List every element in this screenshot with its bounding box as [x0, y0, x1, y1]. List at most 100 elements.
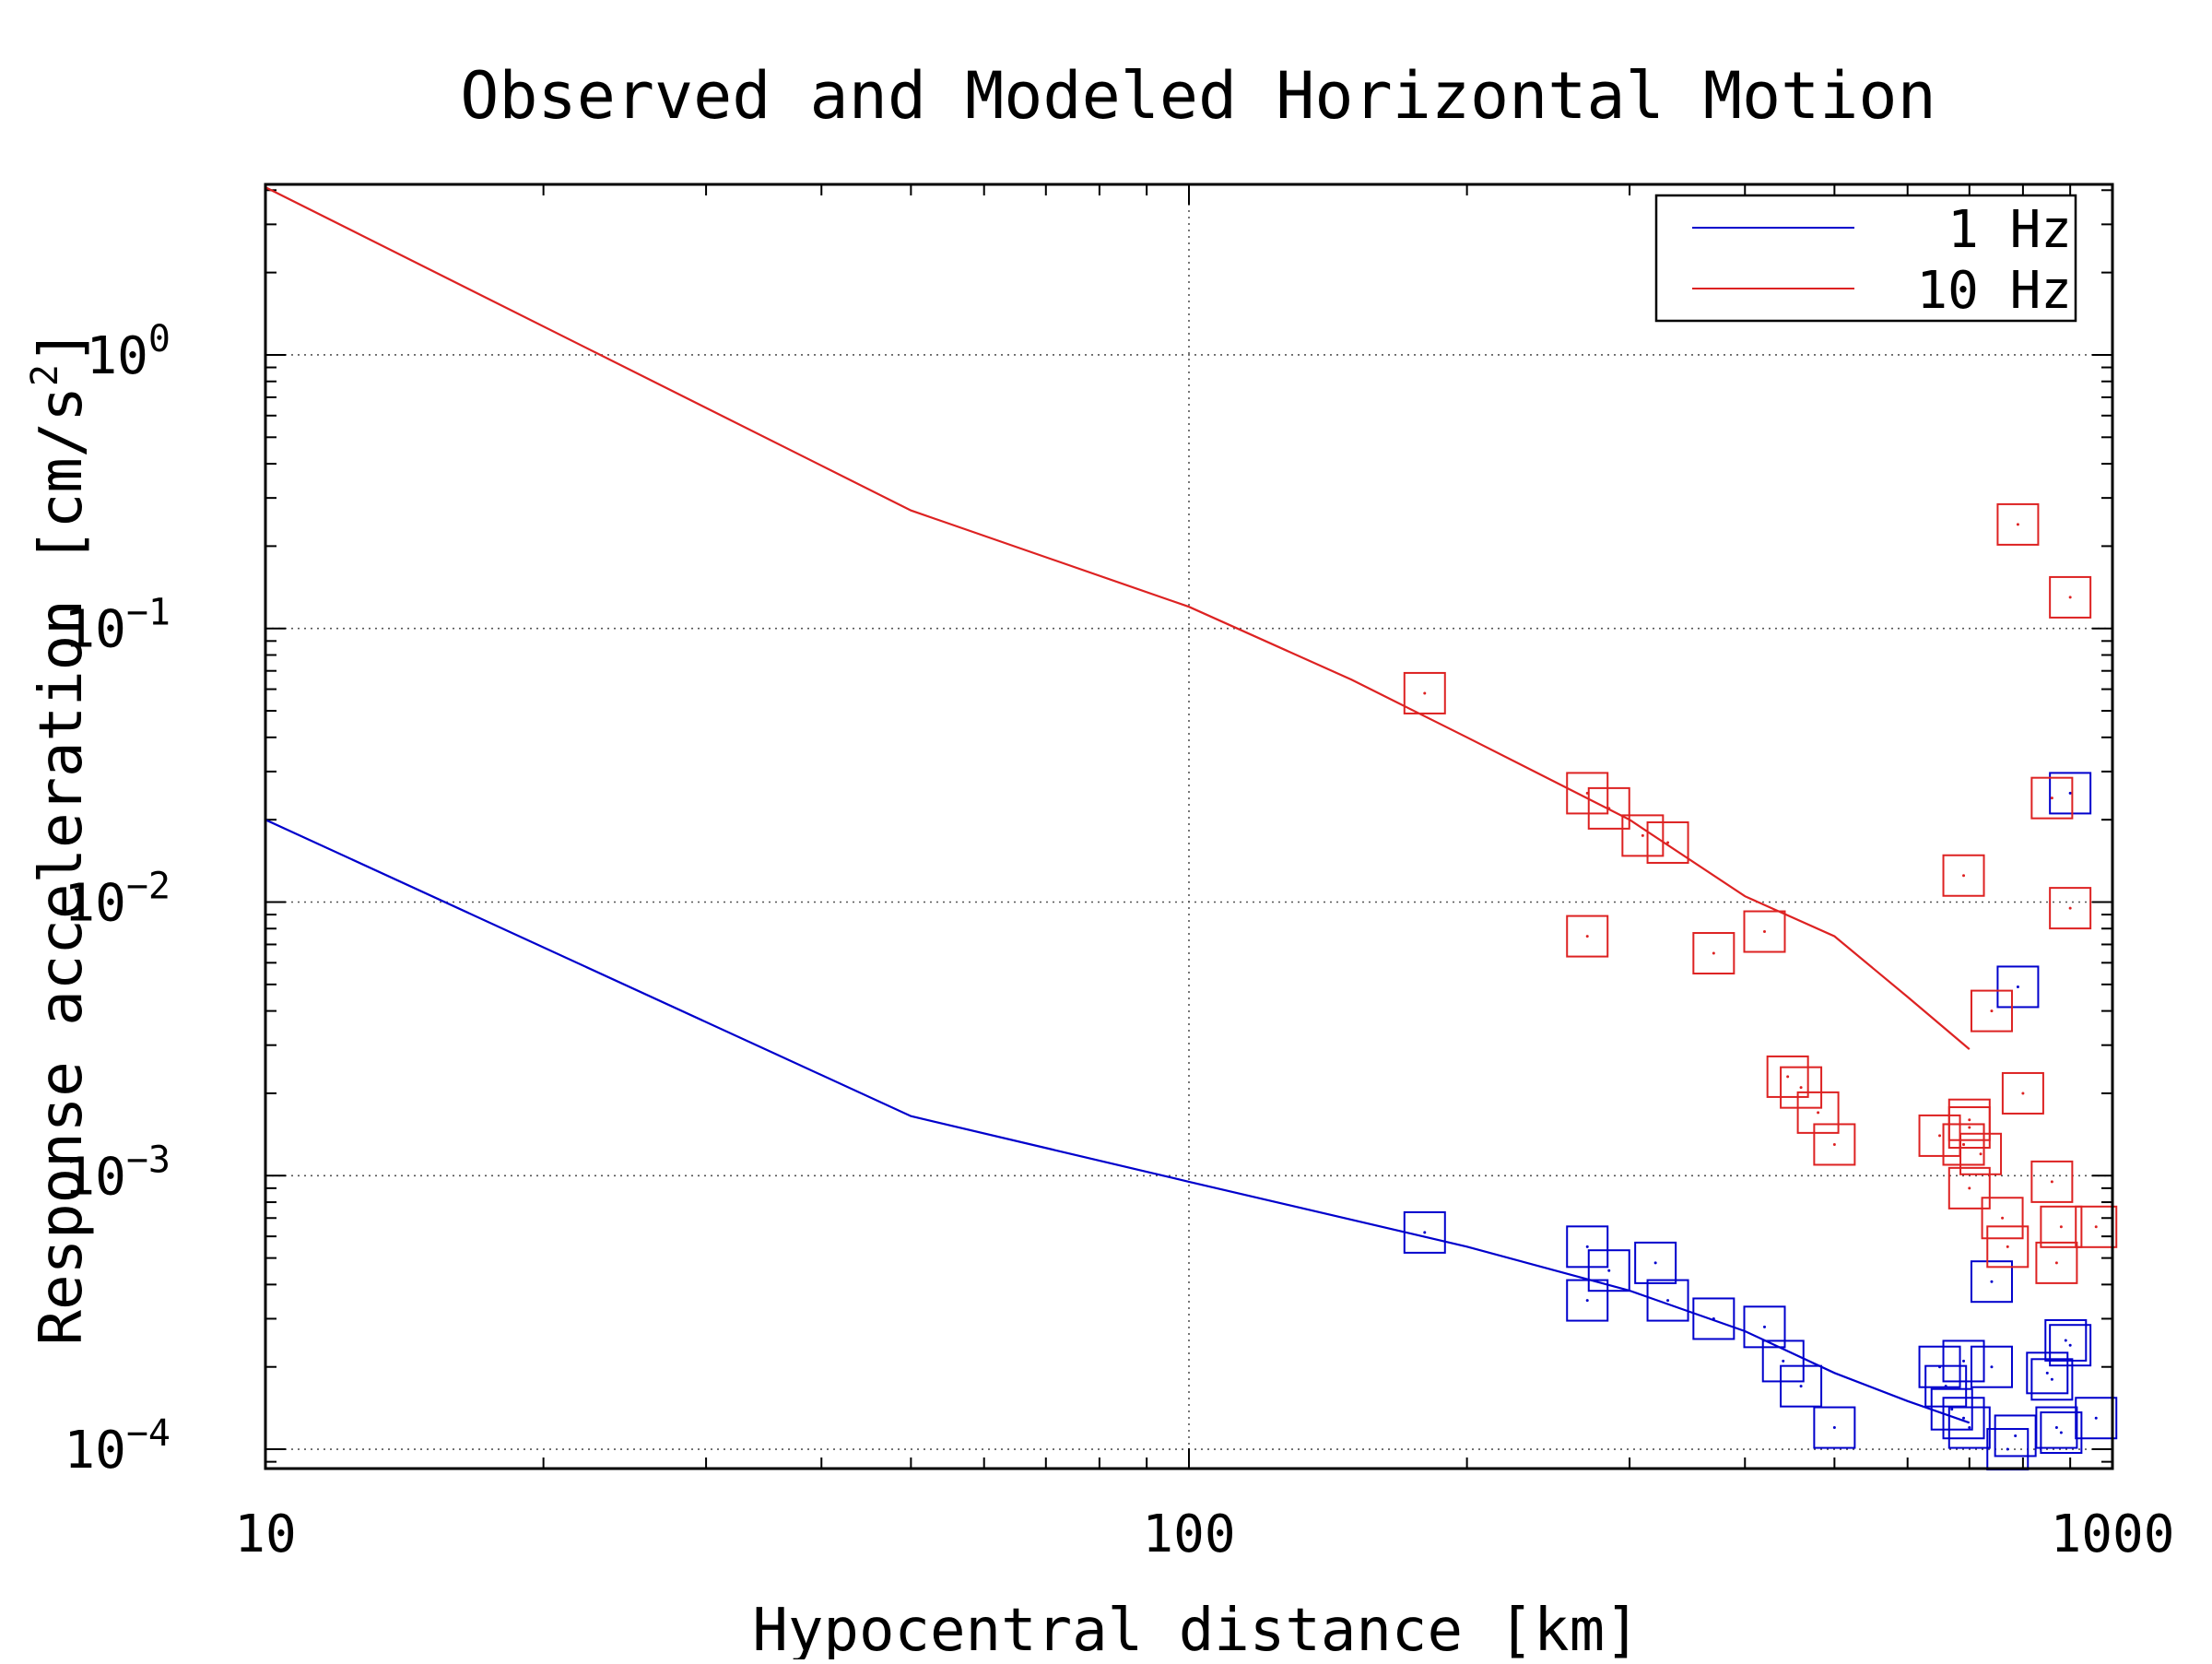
observation-center-dot — [1762, 1325, 1766, 1328]
observation-marker — [1959, 1132, 2003, 1175]
observation-marker — [1947, 1406, 1991, 1449]
observation-marker — [1766, 1055, 1809, 1098]
observation-center-dot — [1799, 1385, 1803, 1388]
y-tick-exponent: −1 — [126, 592, 171, 634]
observation-center-dot — [1585, 935, 1589, 938]
chart-title: Observed and Modeled Horizontal Motion — [460, 58, 1936, 134]
observation-center-dot — [2054, 1261, 2058, 1265]
observation-center-dot — [1962, 1142, 1966, 1146]
observation-marker — [1924, 1364, 1968, 1408]
observation-center-dot — [1968, 1126, 1971, 1129]
observation-marker — [1587, 1249, 1630, 1292]
observation-center-dot — [2016, 523, 2019, 526]
observation-marker — [1942, 854, 1985, 897]
observation-center-dot — [1817, 1111, 1820, 1115]
observation-center-dot — [1962, 1416, 1966, 1420]
observation-center-dot — [1990, 1280, 1994, 1283]
plot-frame — [264, 183, 2114, 1470]
observation-marker — [2040, 1411, 2083, 1455]
observation-marker — [2049, 887, 2092, 930]
observation-marker — [2075, 1205, 2118, 1248]
observation-center-dot — [2064, 1339, 2067, 1342]
observation-marker — [1947, 1166, 1991, 1210]
observation-center-dot — [2068, 596, 2072, 599]
observation-marker — [2040, 1205, 2083, 1248]
observation-center-dot — [2094, 1416, 2098, 1420]
observation-center-dot — [2050, 1180, 2053, 1184]
y-tick-label: 100 — [86, 318, 171, 386]
observation-center-dot — [2006, 1447, 2009, 1451]
observation-center-dot — [1968, 1186, 1971, 1190]
observation-marker — [1813, 1406, 1856, 1449]
y-tick-label: 10−2 — [64, 866, 171, 934]
observation-center-dot — [1968, 1426, 1971, 1430]
observation-marker — [1692, 932, 1735, 975]
y-axis-label-exponent: 2 — [24, 364, 66, 386]
observation-center-dot — [1641, 833, 1644, 837]
y-axis-label-text: Response acceleration [cm/s — [28, 386, 96, 1345]
observation-center-dot — [1990, 1365, 1994, 1369]
observation-marker — [1566, 772, 1609, 815]
y-tick-base: 10 — [64, 874, 125, 934]
observation-marker — [1692, 1297, 1735, 1340]
observation-marker — [1743, 910, 1786, 953]
observation-marker — [1743, 1305, 1786, 1349]
observation-center-dot — [2068, 1343, 2072, 1347]
observation-center-dot — [1962, 1359, 1966, 1363]
observation-marker — [2049, 1324, 2092, 1367]
observation-marker — [2001, 1071, 2044, 1115]
observation-marker — [1947, 1106, 1991, 1150]
legend: 1 Hz 10 Hz — [1654, 194, 2077, 323]
observation-center-dot — [1423, 691, 1427, 695]
observation-marker — [2030, 1160, 2074, 1203]
y-tick-exponent: 0 — [148, 318, 171, 360]
observation-marker — [1566, 1225, 1609, 1269]
observation-center-dot — [2050, 1377, 2053, 1381]
observation-center-dot — [1962, 874, 1966, 878]
observation-center-dot — [1786, 1075, 1790, 1079]
observation-marker — [2044, 1318, 2088, 1362]
y-tick-label: 10−1 — [64, 592, 171, 660]
observation-center-dot — [1990, 1009, 1994, 1013]
y-tick-base: 10 — [64, 1147, 125, 1207]
observation-marker — [1996, 502, 2040, 546]
observation-marker — [1970, 1260, 2013, 1304]
observation-marker — [1646, 1279, 1689, 1322]
observation-marker — [1918, 1345, 1961, 1388]
observation-marker — [2075, 1397, 2118, 1440]
observation-marker — [1587, 786, 1630, 830]
observation-center-dot — [1762, 930, 1766, 934]
observation-center-dot — [1666, 841, 1670, 844]
observation-center-dot — [1585, 1245, 1589, 1248]
observation-marker — [1986, 1225, 2030, 1269]
observation-center-dot — [1712, 951, 1715, 955]
y-axis-label: Response acceleration [cm/s2] — [24, 329, 96, 1346]
observation-center-dot — [1979, 1152, 1983, 1156]
observation-marker — [2026, 1351, 2069, 1395]
observation-center-dot — [2016, 985, 2019, 988]
legend-label-1hz: 1 Hz — [1947, 200, 2072, 260]
observation-center-dot — [2050, 797, 2053, 800]
observation-marker — [1761, 1339, 1805, 1383]
observation-center-dot — [1938, 1134, 1942, 1138]
observation-center-dot — [1423, 1231, 1427, 1234]
observation-marker — [2049, 772, 2092, 815]
observation-marker — [2030, 776, 2074, 820]
y-tick-base: 10 — [86, 326, 147, 386]
observation-marker — [1566, 1279, 1609, 1322]
y-tick-base: 10 — [64, 600, 125, 660]
observation-center-dot — [2014, 1434, 2018, 1437]
observation-markers — [1403, 502, 2118, 1471]
observation-marker — [1780, 1066, 1823, 1109]
observation-marker — [1646, 820, 1689, 864]
observation-marker — [2030, 1358, 2074, 1401]
observation-marker — [1634, 1241, 1677, 1284]
observation-center-dot — [1653, 1261, 1657, 1265]
observation-center-dot — [1712, 1316, 1715, 1320]
observation-center-dot — [2094, 1225, 2098, 1229]
observation-center-dot — [2059, 1431, 2063, 1434]
observation-marker — [1403, 1210, 1446, 1254]
observation-center-dot — [1607, 807, 1611, 810]
observation-marker — [1403, 671, 1446, 714]
